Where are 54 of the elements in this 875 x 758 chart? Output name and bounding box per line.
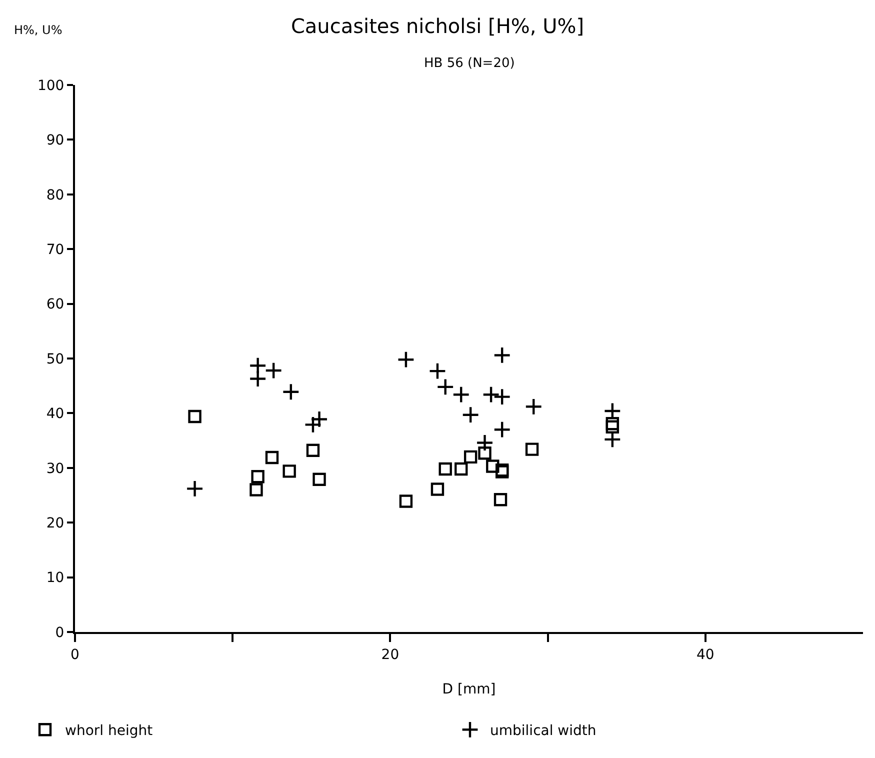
y-tick-label: 90 (46, 132, 64, 149)
y-axis-title: H%, U% (14, 23, 62, 37)
chart-subtitle: HB 56 (N=20) (424, 56, 515, 71)
point (462, 406, 480, 424)
y-tick-label: 100 (37, 78, 64, 94)
point (524, 398, 542, 416)
point (399, 494, 413, 508)
point (606, 420, 620, 434)
point (482, 386, 500, 404)
point (438, 462, 452, 476)
point (265, 450, 279, 464)
y-tick-label: 70 (46, 242, 64, 258)
chart-title: Caucasites nicholsi [H%, U%] (290, 14, 584, 38)
legend-label: umbilical width (490, 723, 596, 740)
x-tick-label: 40 (696, 646, 714, 663)
legend-label: whorl height (65, 723, 154, 740)
y-tick-label: 40 (46, 406, 64, 422)
point (249, 370, 267, 388)
point (454, 462, 468, 476)
y-tick-label: 60 (46, 296, 64, 313)
point (452, 386, 470, 404)
point (250, 483, 263, 496)
point (493, 346, 511, 364)
point (188, 410, 202, 424)
point (493, 420, 511, 438)
point (310, 410, 328, 428)
point (486, 460, 500, 473)
point (306, 444, 320, 457)
y-tick-label: 80 (46, 187, 64, 204)
point (478, 446, 492, 460)
point (493, 388, 511, 406)
point (428, 362, 446, 380)
point (264, 362, 282, 380)
point (397, 350, 415, 368)
x-tick-label: 20 (381, 646, 400, 663)
point (525, 442, 539, 456)
y-tick-label: 0 (55, 624, 64, 641)
y-tick-label: 30 (46, 460, 64, 477)
point (186, 480, 204, 498)
point (494, 493, 508, 506)
point (476, 434, 494, 452)
x-tick-label: 0 (70, 646, 80, 663)
point (464, 450, 478, 464)
point (606, 416, 620, 430)
y-tick-label: 20 (46, 516, 64, 532)
point (430, 482, 444, 496)
y-tick-label: 50 (46, 351, 64, 368)
point (251, 470, 264, 484)
point (312, 472, 326, 486)
y-tick-label: 10 (46, 570, 64, 586)
point (436, 378, 454, 396)
x-axis-title: D [mm] (442, 682, 496, 698)
point (282, 383, 300, 401)
point (282, 464, 296, 478)
